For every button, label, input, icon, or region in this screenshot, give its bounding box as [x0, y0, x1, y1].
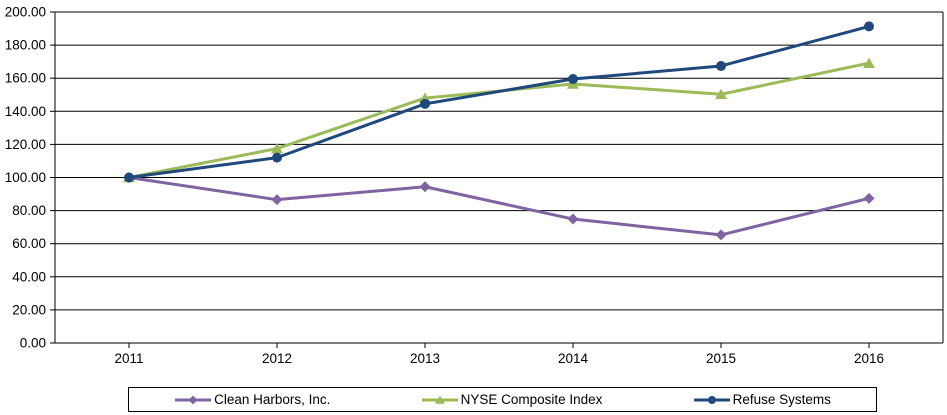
series-line-1	[128, 61, 870, 179]
x-tick-label: 2011	[114, 351, 143, 366]
triangle-marker-icon	[715, 88, 727, 100]
legend-label-nyse-composite: NYSE Composite Index	[460, 392, 603, 407]
y-tick-label: 0.00	[20, 336, 46, 351]
y-tick-label: 160.00	[5, 71, 46, 86]
triangle-marker-icon	[863, 57, 875, 68]
legend-item-clean-harbors: Clean Harbors, Inc.	[174, 392, 330, 407]
circle-marker-icon	[272, 152, 282, 163]
diamond-marker-icon	[419, 181, 431, 193]
legend-label-clean-harbors: Clean Harbors, Inc.	[214, 392, 331, 407]
circle-marker-icon	[716, 60, 726, 71]
legend-item-refuse-systems: Refuse Systems	[693, 392, 831, 407]
circle-marker-icon	[707, 395, 716, 404]
diamond-marker-icon	[271, 194, 283, 206]
diamond-marker-icon	[174, 394, 212, 406]
y-tick-label: 20.00	[12, 302, 46, 317]
legend-label-refuse-systems: Refuse Systems	[732, 392, 831, 407]
diamond-marker-icon	[715, 229, 727, 241]
triangle-marker-icon	[421, 394, 459, 406]
y-tick-label: 200.00	[5, 5, 46, 20]
circle-marker-icon	[124, 172, 134, 183]
y-tick-label: 40.00	[12, 269, 46, 284]
triangle-marker-icon	[271, 143, 283, 154]
y-tick-label: 180.00	[5, 38, 46, 53]
diamond-marker-icon	[863, 192, 875, 204]
triangle-marker-icon	[434, 395, 445, 404]
legend: Clean Harbors, Inc. NYSE Composite Index…	[128, 387, 877, 412]
series-line-2	[128, 24, 870, 179]
circle-marker-icon	[568, 74, 578, 85]
y-tick-label: 140.00	[5, 104, 46, 119]
x-tick-label: 2012	[262, 351, 292, 366]
x-tick-label: 2014	[558, 351, 589, 366]
x-tick-label: 2016	[854, 351, 884, 366]
diamond-marker-icon	[188, 395, 198, 404]
x-tick-label: 2013	[410, 351, 440, 366]
x-tick-label: 2015	[706, 351, 736, 366]
y-tick-label: 60.00	[12, 236, 46, 251]
circle-marker-icon	[693, 394, 731, 406]
diamond-marker-icon	[567, 213, 579, 225]
y-tick-label: 100.00	[5, 170, 46, 185]
series-line-0	[128, 176, 870, 237]
circle-marker-icon	[420, 98, 430, 109]
y-tick-label: 120.00	[5, 137, 46, 152]
legend-item-nyse-composite: NYSE Composite Index	[421, 392, 603, 407]
y-tick-label: 80.00	[12, 203, 46, 218]
circle-marker-icon	[864, 21, 874, 32]
